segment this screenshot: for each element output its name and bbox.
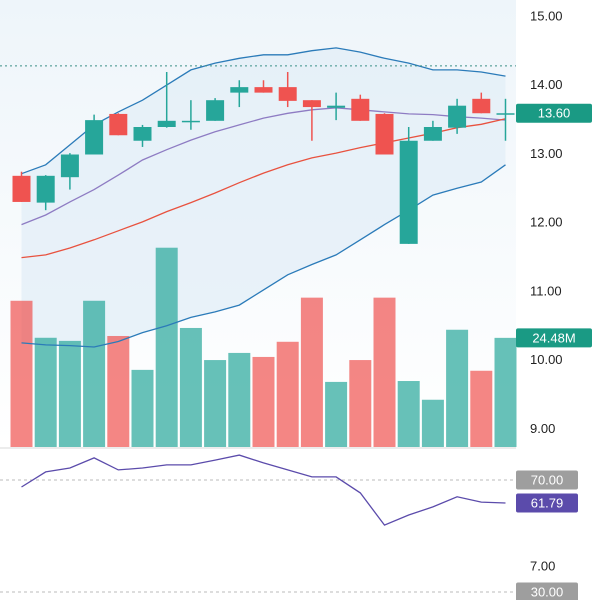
volume-bar: [470, 370, 493, 447]
volume-label-box: [516, 328, 592, 348]
volume-bar: [252, 356, 275, 447]
volume-bar: [325, 381, 348, 447]
candle-body: [60, 154, 79, 178]
candle-body: [472, 98, 491, 114]
candle-body: [133, 127, 152, 141]
candle-body: [230, 87, 249, 93]
volume-label: 24.48M: [532, 330, 575, 345]
candle-body: [206, 100, 225, 121]
volume-bar: [421, 399, 444, 447]
volume-bar: [34, 337, 57, 447]
rsi-level-box: [516, 582, 578, 600]
rsi-value-label: 61.79: [531, 495, 564, 510]
y-tick-label: 13.00: [530, 146, 563, 161]
candle-body: [423, 127, 442, 141]
y-tick-label: 10.00: [530, 352, 563, 367]
volume-bar: [107, 335, 130, 447]
y-tick-label: 9.00: [530, 421, 555, 436]
y-tick-label: 11.00: [530, 283, 562, 298]
volume-bar: [300, 297, 323, 447]
volume-bar: [83, 300, 106, 447]
volume-bar: [228, 352, 251, 447]
candle-body: [181, 120, 200, 123]
rsi-level-label: 30.00: [531, 584, 564, 599]
volume-bar: [373, 297, 396, 447]
candle-body: [351, 98, 370, 121]
lower-band: [21, 164, 506, 348]
volume-bar: [179, 327, 202, 447]
candle-body: [109, 113, 128, 136]
candle-body: [254, 87, 273, 93]
volume-bar: [349, 360, 372, 447]
rsi-level-box: [516, 470, 578, 490]
y-tick-label: 15.00: [530, 8, 563, 23]
price-label-box: [516, 103, 592, 123]
volume-bar: [155, 247, 178, 447]
y-tick-label: 12.00: [530, 215, 563, 230]
volume-bar: [10, 300, 33, 447]
volume-bar: [276, 341, 299, 447]
price-label: 13.60: [538, 106, 571, 121]
volume-bar: [494, 337, 517, 447]
candle-body: [375, 113, 394, 155]
ma-fast: [21, 107, 506, 226]
rsi-value-box: [516, 493, 578, 513]
candle-body: [12, 175, 31, 202]
volume-bar: [204, 360, 227, 447]
candle-body: [496, 113, 515, 115]
volume-bar: [397, 381, 420, 447]
rsi-level-label: 70.00: [531, 472, 564, 487]
candle-body: [399, 140, 418, 244]
candle-body: [327, 105, 346, 108]
y-tick-label: 14.00: [530, 77, 563, 92]
rsi-line: [21, 454, 506, 526]
volume-bar: [131, 369, 154, 447]
candle-body: [302, 100, 321, 108]
volume-bar: [446, 329, 469, 447]
candle-body: [278, 87, 297, 101]
candle-body: [448, 105, 467, 128]
candle-body: [157, 120, 176, 127]
candle-body: [85, 120, 104, 155]
volume-bar: [58, 340, 81, 447]
y-tick-label: 7.00: [530, 558, 555, 573]
candle-body: [36, 175, 55, 203]
